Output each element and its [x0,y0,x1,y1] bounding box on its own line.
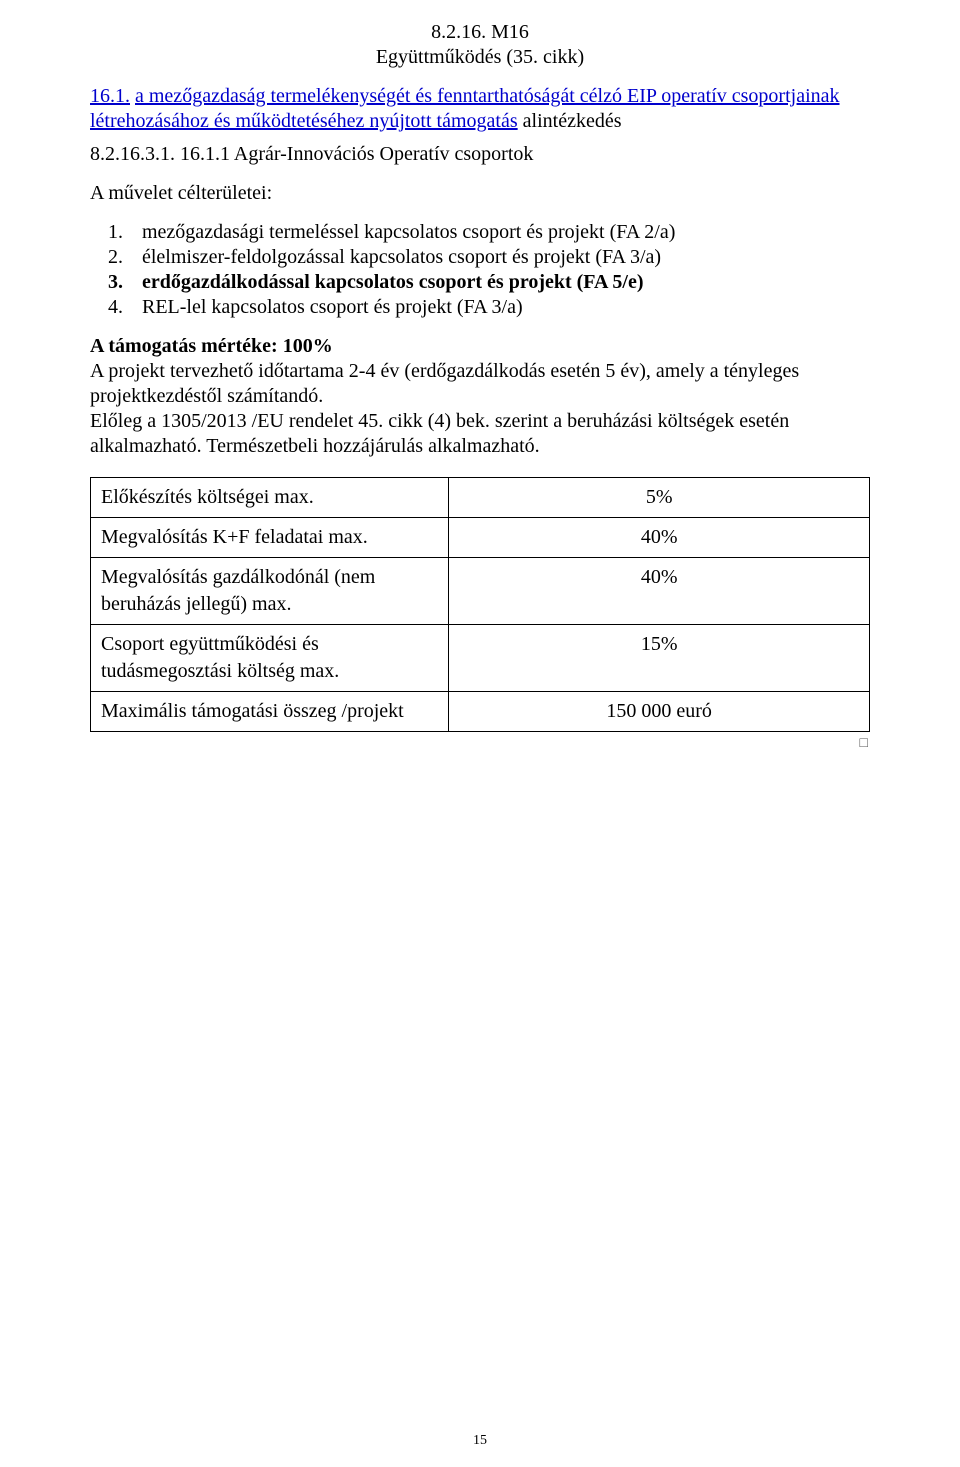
table-cell-value: 40% [449,518,870,558]
list-number: 2. [90,245,142,270]
list-number: 3. [90,270,142,295]
table-cell-label: Csoport együttműködési és tudásmegosztás… [91,625,449,692]
link-ref-161-text[interactable]: a mezőgazdaság termelékenységét és fennt… [90,85,840,132]
table-cell-label: Előkészítés költségei max. [91,478,449,518]
section-code: 8.2.16. M16 [90,20,870,45]
list-text: REL-lel kapcsolatos csoport és projekt (… [142,295,870,320]
list-item: 2. élelmiszer-feldolgozással kapcsolatos… [90,245,870,270]
end-mark-icon: □ [90,736,870,752]
support-line-2: Előleg a 1305/2013 /EU rendelet 45. cikk… [90,410,789,457]
table-cell-value: 5% [449,478,870,518]
support-line-1: A projekt tervezhető időtartama 2-4 év (… [90,360,799,407]
table-row: Megvalósítás gazdálkodónál (nem beruházá… [91,558,870,625]
text-continuation: alintézkedés [523,110,622,132]
table-row: Maximális támogatási összeg /projekt 150… [91,692,870,732]
table-row: Megvalósítás K+F feladatai max. 40% [91,518,870,558]
list-number: 4. [90,295,142,320]
document-page: 8.2.16. M16 Együttműködés (35. cikk) 16.… [0,0,960,1467]
table-cell-label: Megvalósítás K+F feladatai max. [91,518,449,558]
list-text: élelmiszer-feldolgozással kapcsolatos cs… [142,245,870,270]
goals-list: 1. mezőgazdasági termeléssel kapcsolatos… [90,220,870,320]
table-cell-value: 40% [449,558,870,625]
section-title: Együttműködés (35. cikk) [90,45,870,70]
list-item: 1. mezőgazdasági termeléssel kapcsolatos… [90,220,870,245]
list-text: erdőgazdálkodással kapcsolatos csoport é… [142,270,870,295]
subsection-code: 8.2.16.3.1. 16.1.1 Agrár-Innovációs Oper… [90,142,870,167]
goals-heading: A művelet célterületei: [90,181,870,206]
cost-table: Előkészítés költségei max. 5% Megvalósít… [90,477,870,732]
paragraph-161: 16.1. a mezőgazdaság termelékenységét és… [90,84,870,134]
table-cell-label: Megvalósítás gazdálkodónál (nem beruházá… [91,558,449,625]
table-cell-label: Maximális támogatási összeg /projekt [91,692,449,732]
support-heading: A támogatás mértéke: 100% [90,335,333,357]
list-text: mezőgazdasági termeléssel kapcsolatos cs… [142,220,870,245]
table-cell-value: 150 000 euró [449,692,870,732]
table-row: Csoport együttműködési és tudásmegosztás… [91,625,870,692]
list-item: 3. erdőgazdálkodással kapcsolatos csopor… [90,270,870,295]
list-item: 4. REL-lel kapcsolatos csoport és projek… [90,295,870,320]
link-ref-161-num[interactable]: 16.1. [90,85,130,107]
table-row: Előkészítés költségei max. 5% [91,478,870,518]
support-paragraph: A támogatás mértéke: 100% A projekt terv… [90,334,870,459]
list-number: 1. [90,220,142,245]
page-number: 15 [0,1433,960,1449]
table-cell-value: 15% [449,625,870,692]
